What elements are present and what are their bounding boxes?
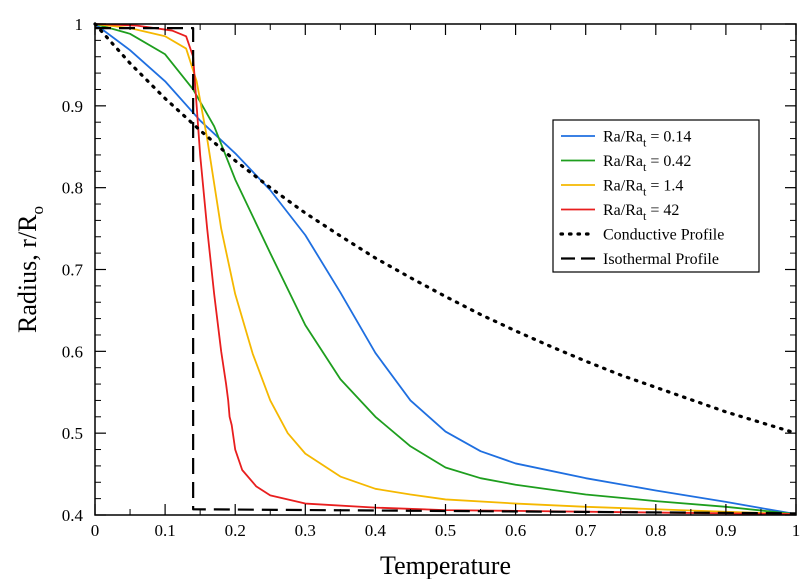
legend-label-value: = 1.4: [646, 178, 683, 195]
legend-label-value: = 42: [646, 202, 679, 219]
series-group: [93, 22, 798, 516]
series-line-3: [94, 23, 797, 516]
x-tick-label: 0.8: [645, 521, 666, 540]
x-tick-label: 0.7: [575, 521, 597, 540]
y-tick-label: 0.6: [62, 342, 83, 361]
legend-label-text: Conductive Profile: [603, 227, 724, 244]
y-tick-label: 0.7: [62, 261, 84, 280]
legend-label-text: Ra/Ra: [603, 129, 643, 146]
y-tick-label: 0.8: [62, 179, 83, 198]
legend-label-value: = 0.14: [646, 129, 691, 146]
y-axis-title: Radius, r/Ro: [13, 206, 47, 333]
legend-label-subscript: t: [643, 136, 647, 150]
x-tick-label: 0.4: [365, 521, 387, 540]
legend-label-value: = 0.42: [646, 153, 691, 170]
legend-label-subscript: t: [643, 185, 647, 199]
legend-label-subscript: t: [643, 209, 647, 223]
series-line-1: [94, 23, 797, 516]
x-tick-label: 0: [91, 521, 100, 540]
y-axis-title-subscript: o: [28, 206, 47, 215]
series-line-6: [95, 26, 797, 515]
tick-labels: 0 0.1 0.2 0.3 0.4 0.5 0.6 0.7 0.8 0.9 1 0.4 0.5 0.6 0.…: [62, 15, 801, 540]
x-tick-label: 1: [792, 521, 801, 540]
legend-label-6: Isothermal Profile: [603, 251, 719, 268]
x-tick-label: 0.1: [154, 521, 175, 540]
legend-box: [552, 119, 760, 273]
legend-label-text: Isothermal Profile: [603, 251, 719, 268]
y-tick-label: 0.5: [62, 424, 83, 443]
legend-label-5: Conductive Profile: [603, 227, 724, 244]
x-tick-label: 0.6: [505, 521, 526, 540]
legend-label-text: Ra/Ra: [603, 178, 643, 195]
legend-label-2: Ra/Rat = 0.42: [603, 153, 691, 174]
series-line-4: [94, 23, 797, 516]
y-tick-label: 0.4: [62, 506, 84, 525]
legend-label-4: Ra/Rat = 42: [603, 202, 679, 223]
x-axis-title: Temperature: [380, 551, 511, 579]
x-tick-label: 0.9: [715, 521, 736, 540]
x-tick-label: 0.5: [435, 521, 456, 540]
y-tick-label: 0.9: [62, 97, 83, 116]
y-axis-title-main: Radius, r/R: [13, 214, 42, 333]
y-tick-label: 1: [75, 15, 84, 34]
axis-ticks: [94, 23, 797, 516]
legend-label-text: Ra/Ra: [603, 202, 643, 219]
legend-label-1: Ra/Rat = 0.14: [603, 129, 691, 150]
legend-label-3: Ra/Rat = 1.4: [603, 178, 683, 199]
x-tick-label: 0.2: [225, 521, 246, 540]
series-line-2: [94, 23, 797, 516]
legend-label-text: Ra/Ra: [603, 153, 643, 170]
legend-label-subscript: t: [643, 160, 647, 174]
x-tick-label: 0.3: [295, 521, 316, 540]
